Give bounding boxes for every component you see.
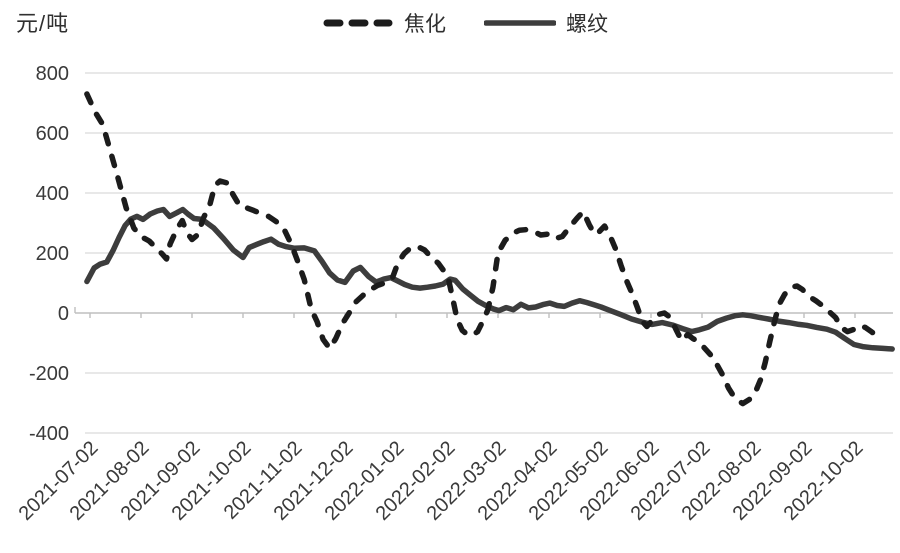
y-tick-label: 200 — [36, 243, 69, 265]
y-tick-label: 0 — [58, 303, 69, 325]
dashed-line-sample-icon — [323, 19, 393, 27]
y-tick-label: -400 — [29, 423, 69, 445]
series-line-dashed — [84, 91, 885, 407]
legend-label-luowen: 螺纹 — [566, 13, 608, 36]
legend-item-luowen: 螺纹 — [484, 8, 608, 38]
y-tick-label: 800 — [36, 63, 69, 85]
y-tick-label: -200 — [29, 363, 69, 385]
series-line-solid — [84, 206, 895, 352]
x-tick-labels: 2021-07-022021-08-022021-09-022021-10-02… — [15, 437, 868, 525]
legend-label-jiaohua: 焦化 — [404, 13, 446, 36]
y-tick-labels: 800 600 400 200 0 -200 -400 — [29, 63, 69, 445]
y-axis-unit-label: 元/吨 — [16, 11, 70, 36]
y-tick-label: 400 — [36, 183, 69, 205]
y-gridlines — [85, 72, 893, 434]
y-tick-label: 600 — [36, 123, 69, 145]
legend-item-jiaohua: 焦化 — [322, 8, 446, 38]
solid-line-sample-icon — [484, 20, 556, 26]
chart-legend: 焦化 螺纹 — [30, 8, 900, 38]
